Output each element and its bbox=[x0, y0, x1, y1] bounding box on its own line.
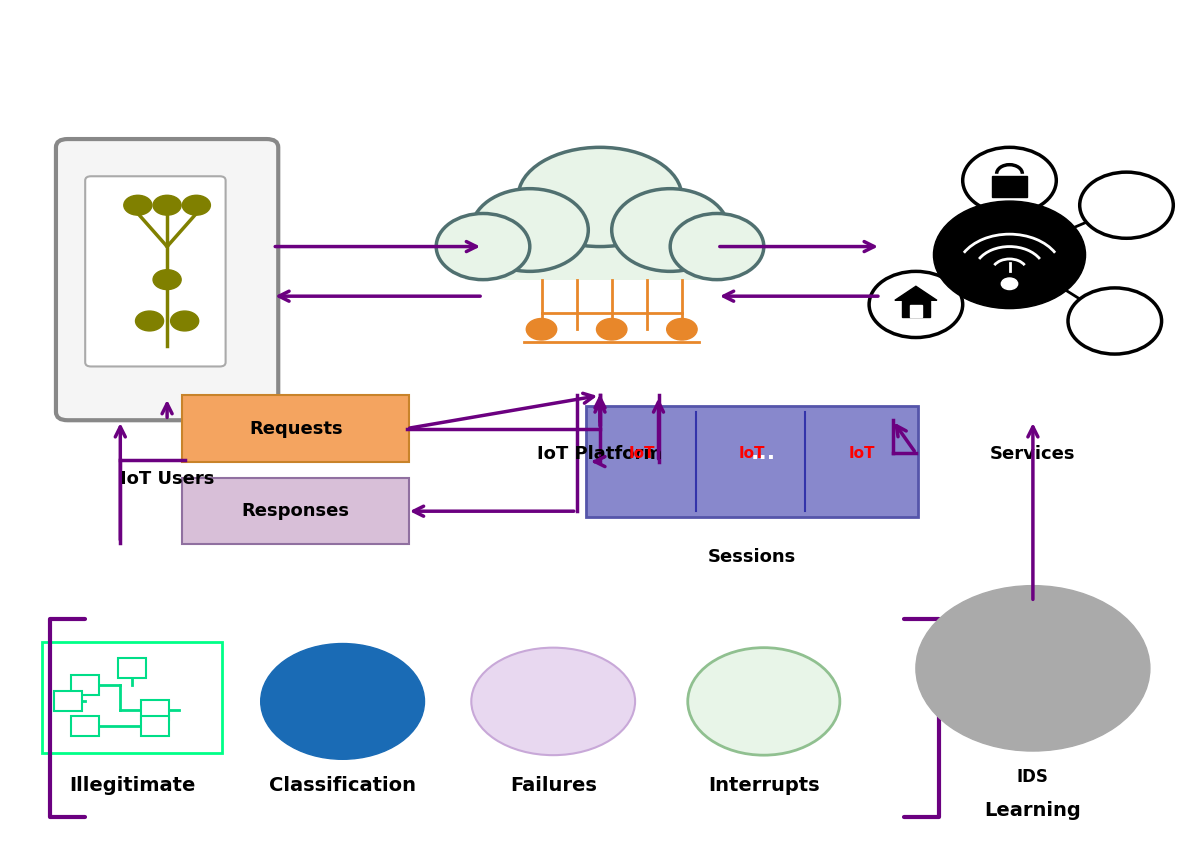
Text: Responses: Responses bbox=[242, 502, 350, 520]
Circle shape bbox=[596, 319, 626, 340]
Ellipse shape bbox=[472, 648, 635, 755]
Circle shape bbox=[1080, 172, 1174, 238]
Text: Illegitimate: Illegitimate bbox=[68, 776, 196, 794]
Text: Requests: Requests bbox=[248, 419, 343, 438]
Circle shape bbox=[934, 201, 1086, 309]
Text: Classification: Classification bbox=[269, 776, 416, 794]
Text: IoT: IoT bbox=[848, 446, 875, 461]
Circle shape bbox=[527, 319, 557, 340]
Text: IoT Platform: IoT Platform bbox=[538, 445, 662, 463]
Bar bbox=[71, 716, 100, 736]
Circle shape bbox=[170, 311, 199, 331]
Circle shape bbox=[154, 270, 181, 290]
Circle shape bbox=[260, 644, 425, 759]
FancyBboxPatch shape bbox=[182, 478, 409, 544]
Circle shape bbox=[869, 272, 962, 338]
Bar bbox=[910, 305, 922, 317]
Ellipse shape bbox=[612, 189, 728, 272]
Text: ...: ... bbox=[751, 443, 776, 464]
FancyBboxPatch shape bbox=[85, 177, 226, 367]
Circle shape bbox=[1001, 278, 1018, 290]
Bar bbox=[142, 716, 169, 736]
FancyBboxPatch shape bbox=[56, 139, 278, 420]
Text: IoT Users: IoT Users bbox=[120, 470, 215, 488]
Ellipse shape bbox=[472, 189, 588, 272]
Ellipse shape bbox=[671, 213, 764, 279]
Circle shape bbox=[154, 195, 181, 215]
Circle shape bbox=[688, 648, 840, 755]
Text: IoT: IoT bbox=[739, 446, 766, 461]
Circle shape bbox=[124, 195, 152, 215]
FancyBboxPatch shape bbox=[586, 406, 918, 517]
Ellipse shape bbox=[437, 213, 530, 279]
Bar bbox=[902, 298, 930, 317]
Bar bbox=[71, 675, 100, 695]
Circle shape bbox=[916, 585, 1150, 751]
Text: Sessions: Sessions bbox=[708, 548, 797, 566]
Bar bbox=[992, 177, 1027, 197]
FancyBboxPatch shape bbox=[182, 395, 409, 462]
Text: IDS: IDS bbox=[1016, 768, 1049, 786]
Polygon shape bbox=[895, 286, 937, 300]
Text: Failures: Failures bbox=[510, 776, 596, 794]
Bar bbox=[142, 700, 169, 720]
Circle shape bbox=[182, 195, 210, 215]
Circle shape bbox=[136, 311, 163, 331]
FancyBboxPatch shape bbox=[42, 642, 222, 752]
Bar bbox=[54, 692, 82, 711]
Circle shape bbox=[667, 319, 697, 340]
Circle shape bbox=[1068, 288, 1162, 354]
FancyBboxPatch shape bbox=[466, 222, 734, 279]
Text: Interrupts: Interrupts bbox=[708, 776, 820, 794]
Text: Learning: Learning bbox=[984, 800, 1081, 819]
Bar bbox=[118, 658, 146, 678]
Ellipse shape bbox=[518, 147, 682, 247]
Circle shape bbox=[962, 147, 1056, 213]
Text: Services: Services bbox=[990, 445, 1075, 463]
Text: IoT: IoT bbox=[629, 446, 655, 461]
